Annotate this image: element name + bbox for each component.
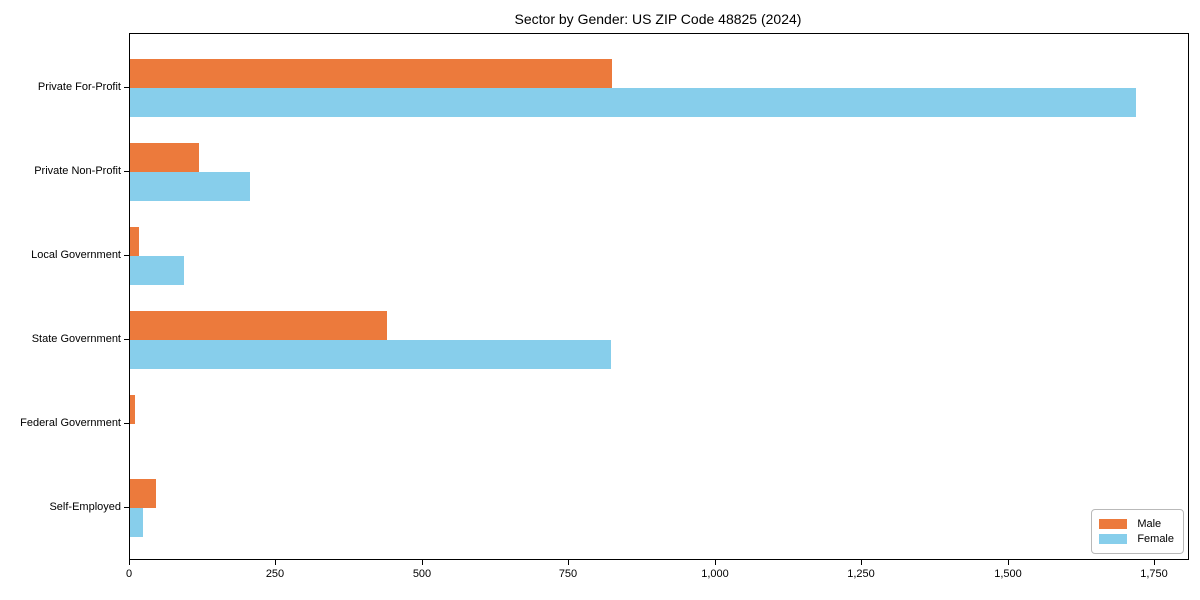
bar-male-5 [130, 479, 156, 508]
y-tick-mark [124, 171, 129, 172]
bar-male-4 [130, 395, 135, 424]
y-tick-label: Private For-Profit [37, 81, 121, 93]
legend-item-female: Female [1099, 533, 1174, 545]
bar-female-5 [130, 508, 143, 537]
x-tick-label: 1,500 [994, 568, 1022, 580]
y-tick-label: Private Non-Profit [34, 165, 121, 177]
y-tick-mark [124, 423, 129, 424]
x-tick-label: 500 [412, 568, 432, 580]
x-tick-mark [861, 560, 862, 565]
plot-area: Male Female [129, 33, 1189, 560]
bar-female-1 [130, 172, 250, 201]
x-tick-mark [129, 560, 130, 565]
y-tick-mark [124, 507, 129, 508]
chart-title: Sector by Gender: US ZIP Code 48825 (202… [514, 11, 802, 27]
legend-label-male: Male [1137, 518, 1162, 530]
x-tick-label: 0 [125, 568, 133, 580]
legend-swatch-female [1099, 534, 1128, 544]
y-tick-mark [124, 255, 129, 256]
x-tick-mark [715, 560, 716, 565]
x-tick-mark [275, 560, 276, 565]
y-tick-label: Local Government [31, 249, 121, 261]
legend-item-male: Male [1099, 518, 1174, 530]
bar-male-3 [130, 311, 387, 340]
legend: Male Female [1091, 509, 1184, 554]
x-tick-mark [1154, 560, 1155, 565]
bar-female-0 [130, 88, 1136, 117]
x-tick-mark [422, 560, 423, 565]
bar-male-0 [130, 59, 612, 88]
x-tick-label: 750 [558, 568, 578, 580]
y-tick-mark [124, 87, 129, 88]
bar-female-2 [130, 256, 184, 285]
x-tick-label: 1,000 [701, 568, 729, 580]
legend-label-female: Female [1137, 533, 1174, 545]
y-tick-label: Federal Government [20, 417, 121, 429]
x-tick-label: 250 [265, 568, 285, 580]
x-tick-mark [1008, 560, 1009, 565]
bar-female-3 [130, 340, 611, 369]
x-tick-label: 1,250 [847, 568, 875, 580]
bar-male-2 [130, 227, 139, 256]
y-tick-label: State Government [31, 333, 121, 345]
y-tick-label: Self-Employed [49, 501, 121, 513]
x-tick-label: 1,750 [1140, 568, 1168, 580]
x-tick-mark [568, 560, 569, 565]
legend-swatch-male [1099, 519, 1128, 529]
y-tick-mark [124, 339, 129, 340]
bar-male-1 [130, 143, 199, 172]
